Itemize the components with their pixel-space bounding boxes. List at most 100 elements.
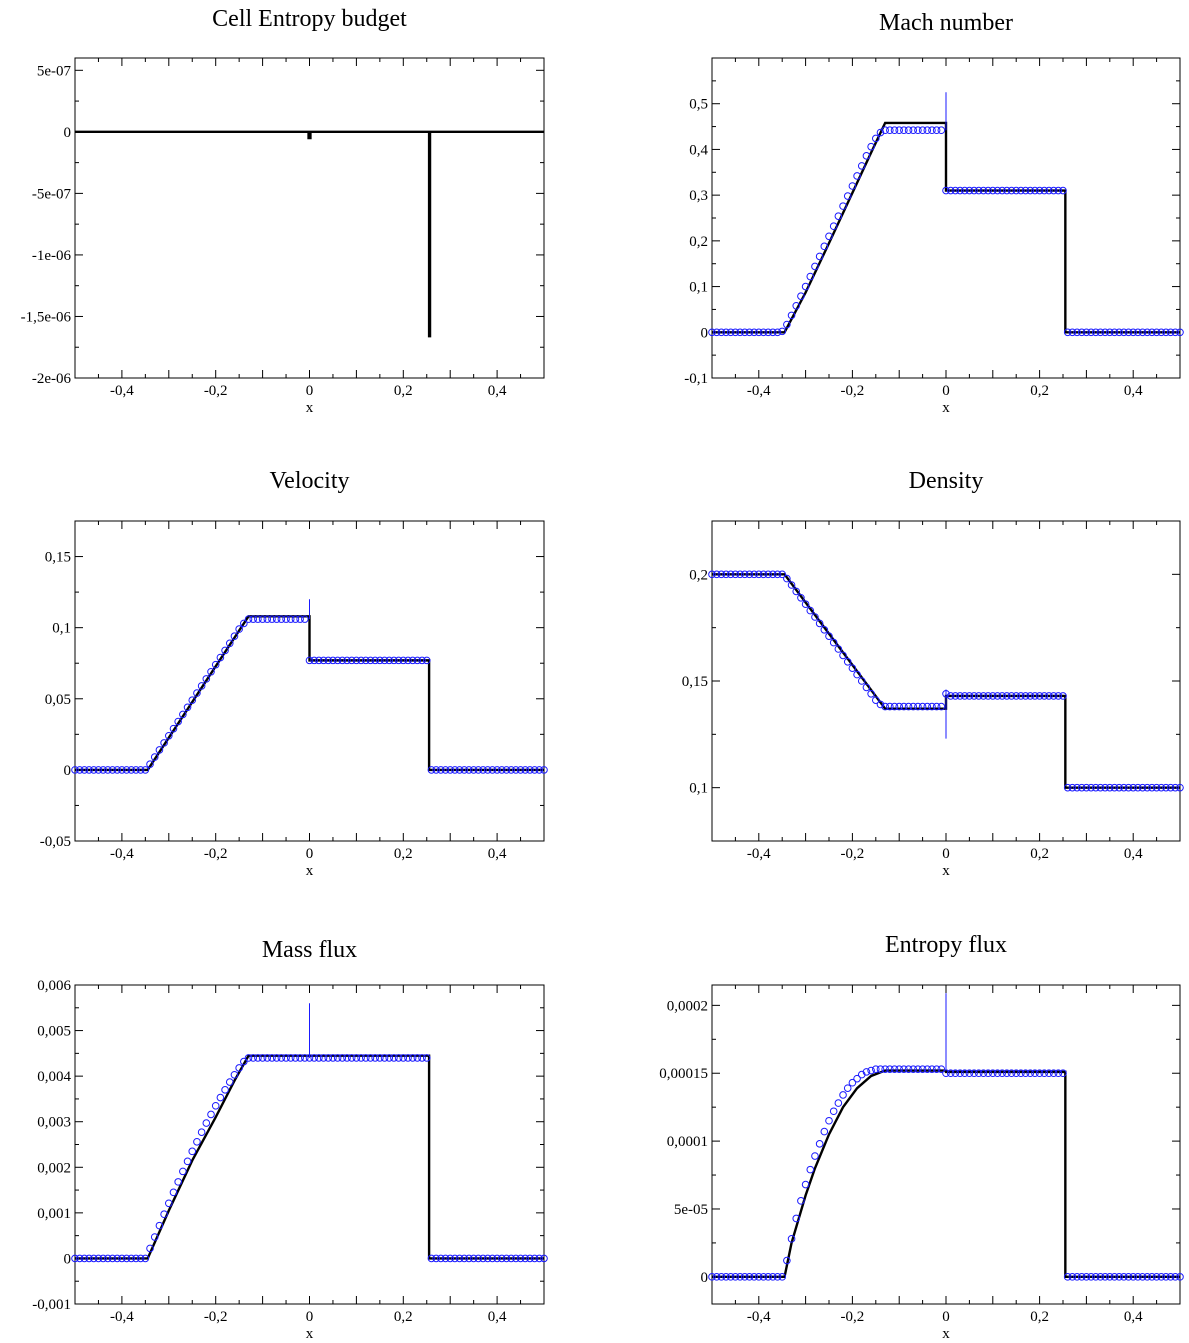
data-point-marker bbox=[268, 615, 276, 623]
y-tick-label: 0,001 bbox=[37, 1206, 71, 1222]
data-point-marker bbox=[422, 1054, 431, 1062]
data-point-marker bbox=[371, 1054, 379, 1062]
data-point-marker bbox=[1003, 692, 1011, 700]
data-point-marker bbox=[745, 570, 754, 579]
data-point-marker bbox=[778, 570, 787, 579]
data-point-marker bbox=[1049, 692, 1058, 700]
data-point-marker bbox=[1063, 1273, 1072, 1281]
data-point-marker bbox=[127, 766, 136, 774]
data-point-marker bbox=[413, 656, 422, 665]
data-point-marker bbox=[413, 1054, 422, 1062]
data-point-marker bbox=[451, 766, 459, 774]
data-point-marker bbox=[183, 703, 192, 712]
data-point-marker bbox=[85, 766, 93, 774]
data-point-marker bbox=[876, 1065, 885, 1073]
reference-line bbox=[712, 1069, 1180, 1279]
data-point-marker bbox=[1059, 692, 1067, 700]
y-tick-label: 0,1 bbox=[52, 621, 71, 637]
data-point-marker bbox=[432, 766, 440, 774]
data-point-marker bbox=[99, 766, 107, 774]
x-tick-label: -0,2 bbox=[204, 1309, 228, 1325]
data-point-marker bbox=[722, 570, 730, 579]
data-point-marker bbox=[881, 702, 889, 711]
data-point-marker bbox=[521, 766, 530, 774]
data-point-marker bbox=[1106, 328, 1114, 337]
data-point-marker bbox=[764, 328, 772, 337]
data-point-marker bbox=[750, 1273, 758, 1281]
reference-line bbox=[75, 130, 544, 338]
y-tick-label: 0,006 bbox=[37, 978, 71, 994]
data-point-marker bbox=[900, 702, 908, 711]
data-point-marker bbox=[1110, 783, 1119, 792]
data-point-marker bbox=[1134, 783, 1142, 792]
data-point-marker bbox=[132, 766, 140, 774]
data-point-marker bbox=[1157, 328, 1166, 337]
data-point-marker bbox=[455, 766, 464, 774]
data-point-marker bbox=[1129, 328, 1137, 337]
data-point-marker bbox=[422, 656, 431, 665]
data-point-marker bbox=[1115, 328, 1123, 337]
data-point-marker bbox=[928, 702, 936, 711]
data-point-marker bbox=[432, 1254, 440, 1263]
data-point-marker bbox=[942, 1069, 950, 1078]
data-point-marker bbox=[1096, 328, 1105, 337]
data-point-marker bbox=[1054, 1069, 1063, 1078]
data-point-marker bbox=[437, 766, 445, 774]
x-axis-label: x bbox=[942, 863, 950, 879]
data-point-marker bbox=[408, 1054, 417, 1062]
data-point-marker bbox=[399, 656, 408, 665]
y-tick-label: -1,5e-06 bbox=[21, 309, 72, 325]
data-point-marker bbox=[361, 656, 370, 665]
data-point-marker bbox=[740, 328, 749, 337]
data-point-marker bbox=[333, 656, 342, 665]
data-point-marker bbox=[150, 1233, 159, 1241]
data-point-marker bbox=[1031, 186, 1039, 195]
data-point-marker bbox=[1012, 692, 1021, 700]
data-point-marker bbox=[1120, 783, 1128, 792]
data-point-marker bbox=[1162, 1273, 1170, 1281]
data-point-marker bbox=[867, 142, 875, 151]
data-point-marker bbox=[1040, 186, 1049, 195]
data-point-marker bbox=[1157, 783, 1166, 792]
data-point-marker bbox=[118, 1254, 126, 1263]
data-point-marker bbox=[183, 1157, 192, 1166]
data-point-marker bbox=[394, 656, 403, 665]
data-point-marker bbox=[932, 126, 941, 135]
data-point-marker bbox=[113, 1254, 122, 1263]
data-point-marker bbox=[708, 1273, 716, 1281]
data-point-marker bbox=[1003, 1069, 1011, 1078]
data-point-marker bbox=[984, 692, 992, 700]
data-point-marker bbox=[876, 700, 885, 709]
x-tick-label: 0,4 bbox=[488, 383, 507, 399]
chart-title: Velocity bbox=[270, 468, 350, 494]
data-point-marker bbox=[825, 632, 833, 641]
y-tick-label: -0,001 bbox=[32, 1297, 71, 1313]
data-point-marker bbox=[909, 1065, 918, 1073]
data-point-marker bbox=[310, 656, 318, 665]
data-point-marker bbox=[310, 1054, 318, 1062]
data-point-marker bbox=[437, 1254, 445, 1263]
data-point-marker bbox=[1026, 1069, 1035, 1078]
data-point-marker bbox=[71, 1254, 79, 1263]
data-point-marker bbox=[193, 1137, 201, 1146]
data-point-marker bbox=[904, 1065, 913, 1073]
data-point-marker bbox=[797, 594, 805, 602]
data-point-marker bbox=[750, 570, 758, 579]
data-point-marker bbox=[970, 1069, 978, 1078]
data-point-marker bbox=[811, 1152, 819, 1160]
data-point-marker bbox=[722, 1273, 730, 1281]
data-point-marker bbox=[343, 656, 351, 665]
data-point-marker bbox=[726, 570, 735, 579]
data-point-marker bbox=[876, 128, 885, 137]
data-point-marker bbox=[1021, 186, 1030, 195]
data-point-marker bbox=[1171, 328, 1180, 337]
x-axis-label: x bbox=[942, 1326, 950, 1342]
reference-line bbox=[712, 121, 1180, 334]
data-point-marker bbox=[469, 1254, 478, 1263]
data-point-marker bbox=[989, 186, 997, 195]
data-point-marker bbox=[179, 710, 187, 719]
data-point-marker bbox=[853, 670, 861, 679]
data-point-marker bbox=[94, 766, 103, 774]
x-tick-label: 0,2 bbox=[1030, 846, 1049, 862]
data-point-marker bbox=[1129, 783, 1137, 792]
